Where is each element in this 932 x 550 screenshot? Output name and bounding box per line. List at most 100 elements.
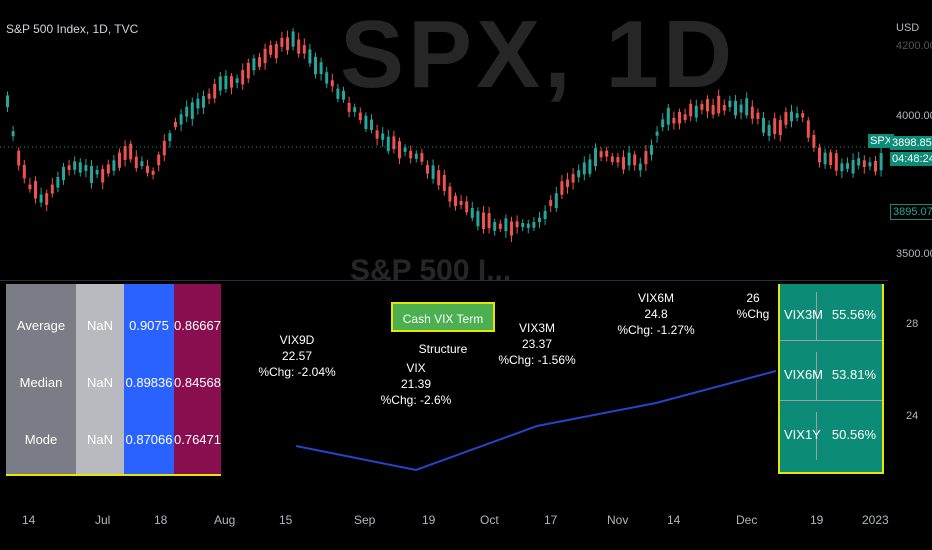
price-tick-4000: 4000.00 [896, 110, 932, 122]
candle-body [140, 161, 144, 167]
stats-cell: NaN [86, 375, 113, 390]
candle-body [818, 147, 821, 163]
stats-cell: 0.9075 [129, 318, 169, 333]
candle-body [50, 184, 54, 194]
time-tick: 17 [544, 513, 558, 527]
candle-body [118, 152, 121, 168]
candle-body [95, 169, 99, 175]
candle-body [790, 111, 793, 122]
candle-body [319, 62, 323, 75]
candle-body [750, 106, 754, 119]
candle-body [655, 131, 659, 136]
candle-body [308, 49, 312, 64]
vix-name: VIX [406, 361, 426, 375]
vix-value: 23.37 [521, 337, 553, 351]
candle-body [454, 195, 457, 207]
candle-body [834, 153, 838, 171]
candle-body [17, 150, 21, 166]
candle-body [526, 223, 530, 228]
candle-body [325, 72, 329, 84]
candle-body [22, 165, 26, 179]
candle-body [722, 104, 726, 111]
candle-body [11, 131, 15, 137]
candle-body [610, 156, 614, 162]
candle-body [734, 100, 737, 116]
vix6m-label: VIX6M 24.8 %Chg: -1.27% [611, 290, 701, 338]
candle-body [297, 39, 301, 54]
candle-body [398, 141, 401, 159]
candle-body [823, 152, 827, 165]
low-price-badge: 3895.07 [890, 204, 932, 220]
symbol-watermark-sub: S&P 500 I... [350, 254, 512, 287]
candle-body [504, 218, 508, 232]
vix-name: VIX9D [279, 333, 315, 347]
candle-body [554, 193, 558, 209]
candle-body [358, 112, 362, 121]
candle-body [521, 222, 525, 228]
indicator-tick-28: 28 [906, 318, 919, 330]
candle-body [560, 181, 564, 195]
candle-body [829, 152, 833, 166]
vix9d-label: VIX9D 22.57 %Chg: -2.04% [252, 332, 342, 380]
candle-body [784, 112, 788, 125]
candle-body [549, 200, 553, 206]
candle-body [482, 212, 485, 230]
candle-body [246, 62, 250, 79]
stats-cell: 0.86667 [174, 318, 221, 333]
stats-col-3: 0.86667 0.84568 0.76471 [174, 284, 221, 474]
candle-body [179, 114, 183, 125]
price-tick-3500: 3500.00 [896, 248, 932, 260]
candle-body [745, 98, 749, 116]
candle-body [879, 153, 883, 171]
candle-body [448, 186, 452, 202]
stats-cell: 0.76471 [174, 432, 221, 447]
symbol-price-badge: SPX [868, 134, 895, 148]
candle-body [286, 37, 289, 51]
pane-divider[interactable] [0, 280, 888, 281]
candle-body [314, 56, 317, 75]
price-axis[interactable] [888, 0, 932, 500]
candle-body [812, 135, 816, 148]
candle-body [258, 57, 261, 67]
candle-body [661, 119, 665, 128]
vix-label: VIX 21.39 %Chg: -2.6% [371, 360, 461, 408]
candle-body [683, 114, 687, 121]
candle-body [218, 76, 222, 91]
candle-body [112, 160, 116, 171]
indicator-pane[interactable] [0, 281, 888, 500]
candle-body [174, 122, 177, 127]
candle-body [650, 145, 653, 155]
candle-body [213, 83, 217, 99]
candle-body [241, 70, 245, 85]
vix-change: %Chg [736, 307, 770, 321]
candle-body [157, 154, 161, 166]
table-row: VIX1Y 50.56% [780, 412, 882, 460]
candle-body [857, 158, 861, 166]
candle-body [717, 95, 721, 114]
price-chart[interactable] [0, 0, 888, 280]
candle-body [638, 163, 642, 171]
candle-body [487, 213, 491, 229]
table-row: VIX3M 55.56% [780, 292, 882, 341]
candle-body [6, 95, 9, 108]
candle-body [706, 99, 709, 112]
candle-body [767, 124, 771, 136]
time-axis[interactable]: 14 Jul 18 Aug 15 Sep 19 Oct 17 Nov 14 De… [0, 500, 932, 550]
candle-body [151, 170, 155, 175]
candle-body [414, 153, 418, 159]
candle-body [795, 113, 799, 118]
vix-percentile-table: VIX3M 55.56% VIX6M 53.81% VIX1Y 50.56% [778, 284, 884, 474]
candle-body [56, 177, 60, 188]
candle-body [84, 165, 88, 171]
candle-body [403, 147, 407, 152]
stats-cell: NaN [86, 432, 113, 447]
vix-change: %Chg: -2.6% [380, 393, 452, 407]
symbol-title[interactable]: S&P 500 Index, 1D, TVC [6, 22, 139, 36]
candle-body [644, 151, 648, 165]
candle-body [381, 133, 385, 140]
candle-body [840, 163, 844, 172]
candle-body [45, 193, 49, 205]
row-separator [816, 412, 817, 460]
candle-body [101, 168, 105, 183]
candle-body [778, 120, 782, 135]
